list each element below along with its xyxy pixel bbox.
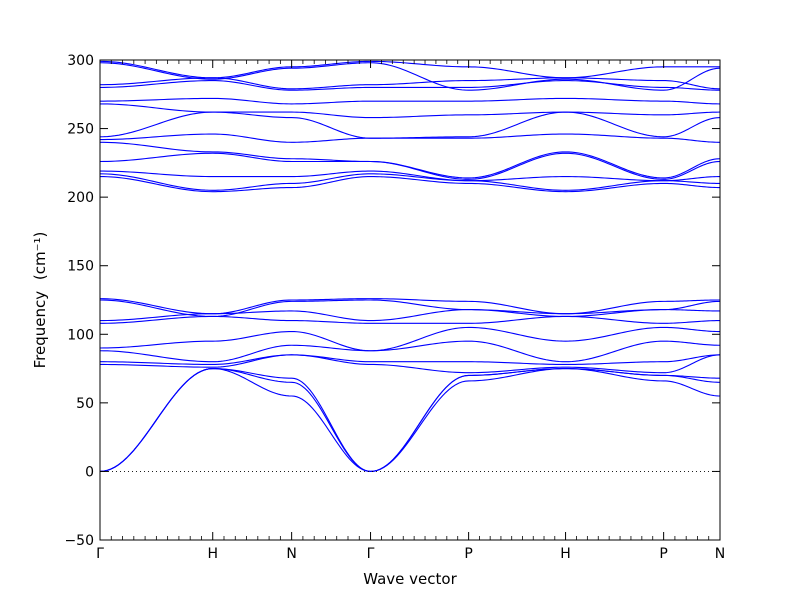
- band-line-11: [100, 298, 720, 315]
- band-line-19: [100, 103, 720, 119]
- y-axis-label: Frequency (cm⁻¹): [31, 232, 49, 369]
- bands-layer: [100, 60, 720, 472]
- band-line-10: [100, 299, 720, 318]
- band-line-2: [100, 368, 720, 472]
- band-line-24: [100, 60, 720, 79]
- x-tick-label: P: [659, 546, 667, 562]
- x-tick-label: H: [560, 546, 571, 562]
- band-line-6: [100, 340, 720, 363]
- y-tick-label: 50: [76, 396, 94, 412]
- y-tick-label: 300: [67, 53, 94, 69]
- y-axis-label-unit: (cm⁻¹): [31, 232, 49, 281]
- band-line-17: [100, 133, 720, 143]
- y-tick-label: 150: [67, 259, 94, 275]
- band-line-3: [100, 368, 720, 472]
- y-tick-label: 100: [67, 327, 94, 343]
- band-line-23: [100, 62, 720, 91]
- band-line-5: [100, 354, 720, 366]
- y-tick-label: 0: [85, 464, 94, 480]
- y-ticks: −50 0 50 100 150 200 250 300: [64, 53, 720, 549]
- band-line-4: [100, 354, 720, 374]
- band-line-7: [100, 326, 720, 352]
- band-line-14: [100, 170, 720, 182]
- y-tick-label: 250: [67, 122, 94, 138]
- band-line-12: [100, 176, 720, 193]
- band-line-15: [100, 152, 720, 180]
- band-line-21: [100, 80, 720, 91]
- y-tick-label: −50: [64, 533, 94, 549]
- band-line-20: [100, 97, 720, 105]
- x-tick-label: H: [207, 546, 218, 562]
- band-line-16: [100, 141, 720, 179]
- x-axis-label: Wave vector: [363, 570, 457, 588]
- band-line-1: [100, 368, 720, 472]
- y-axis-label-text: Frequency: [31, 291, 49, 369]
- x-tick-label: P: [464, 546, 472, 562]
- y-tick-label: 200: [67, 190, 94, 206]
- x-tick-label: Γ: [367, 546, 375, 562]
- band-line-8: [100, 315, 720, 324]
- x-tick-label: N: [286, 546, 296, 562]
- x-tick-label: N: [715, 546, 725, 562]
- x-tick-label: Γ: [96, 546, 104, 562]
- plot-frame: [99, 59, 721, 541]
- band-line-13: [100, 173, 720, 191]
